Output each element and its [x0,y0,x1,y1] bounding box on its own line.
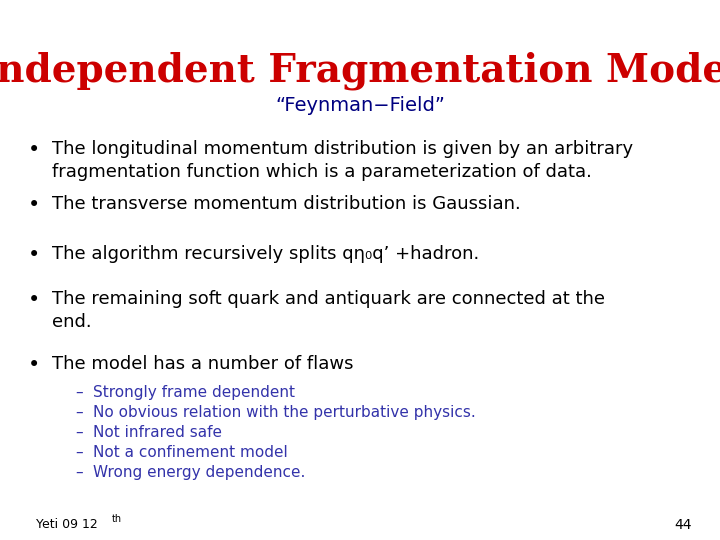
Text: No obvious relation with the perturbative physics.: No obvious relation with the perturbativ… [93,405,476,420]
Text: •: • [28,195,40,215]
Text: •: • [28,245,40,265]
Text: The algorithm recursively splits qη₀q’ +hadron.: The algorithm recursively splits qη₀q’ +… [52,245,480,263]
Text: –: – [75,425,83,440]
Text: th: th [112,514,122,524]
Text: •: • [28,290,40,310]
Text: Yeti 09 12: Yeti 09 12 [36,518,98,531]
Text: –: – [75,405,83,420]
Text: The model has a number of flaws: The model has a number of flaws [52,355,354,373]
Text: Strongly frame dependent: Strongly frame dependent [93,385,295,400]
Text: –: – [75,465,83,480]
Text: Wrong energy dependence.: Wrong energy dependence. [93,465,305,480]
Text: –: – [75,445,83,460]
Text: Not infrared safe: Not infrared safe [93,425,222,440]
Text: 44: 44 [675,518,692,532]
Text: •: • [28,140,40,160]
Text: –: – [75,385,83,400]
Text: The transverse momentum distribution is Gaussian.: The transverse momentum distribution is … [52,195,521,213]
Text: Not a confinement model: Not a confinement model [93,445,288,460]
Text: Independent Fragmentation Model: Independent Fragmentation Model [0,52,720,91]
Text: “Feynman−Field”: “Feynman−Field” [275,96,445,115]
Text: The remaining soft quark and antiquark are connected at the
end.: The remaining soft quark and antiquark a… [52,290,605,331]
Text: The longitudinal momentum distribution is given by an arbitrary
fragmentation fu: The longitudinal momentum distribution i… [52,140,633,181]
Text: •: • [28,355,40,375]
